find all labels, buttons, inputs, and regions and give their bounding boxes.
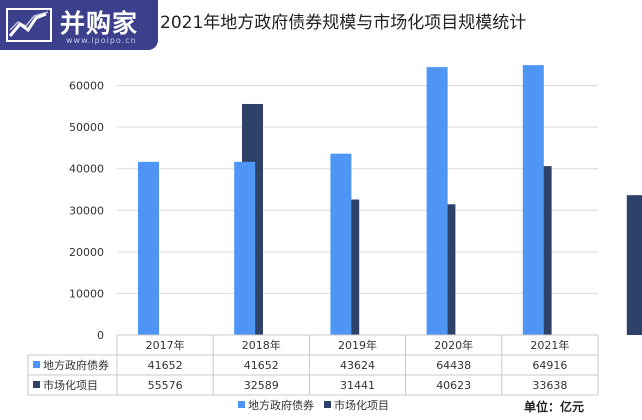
bar-地方政府债券-2020年: [426, 67, 448, 335]
bar-地方政府债券-2018年: [234, 161, 256, 335]
unit-note: 单位：亿元: [524, 400, 585, 414]
chart-trend-icon: [6, 8, 52, 42]
data-label: 33638: [532, 379, 567, 392]
x-tick-label: 2019年: [338, 338, 377, 352]
watermark-text: 并购家: [60, 9, 139, 38]
data-label: 43624: [340, 359, 375, 372]
x-tick-label: 2018年: [242, 338, 281, 352]
y-tick-label: 60000: [69, 80, 104, 93]
x-tick-label: 2020年: [434, 338, 473, 352]
legend-label: 地方政府债券: [248, 398, 314, 412]
bar-地方政府债券-2017年: [138, 161, 159, 335]
y-tick-label: 40000: [69, 163, 104, 176]
legend-label: 市场化项目: [334, 398, 389, 412]
x-tick-label: 2021年: [530, 338, 569, 352]
data-label: 40623: [436, 379, 471, 392]
data-label: 32589: [244, 379, 279, 392]
data-label: 55576: [148, 379, 183, 392]
data-label: 31441: [340, 379, 375, 392]
data-label: 41652: [148, 359, 183, 372]
legend-key: [324, 401, 331, 408]
watermark-url: www.ipoipo.cn: [66, 36, 137, 45]
legend-key: [238, 401, 245, 408]
table-legend-key: [33, 381, 40, 388]
table-legend-key: [33, 361, 40, 368]
table-series-label: 市场化项目: [43, 378, 98, 392]
y-tick-label: 0: [97, 329, 104, 342]
table-series-label: 地方政府债券: [43, 358, 109, 372]
bars: [138, 65, 642, 335]
y-tick-label: 20000: [69, 246, 104, 259]
chart-title: 2021年地方政府债券规模与市场化项目规模统计: [160, 13, 527, 33]
bar-地方政府债券-2021年: [522, 65, 544, 335]
y-tick-label: 30000: [69, 204, 104, 217]
legend: 地方政府债券 市场化项目: [238, 398, 389, 412]
y-axis-ticks: 0 10000 20000 30000 40000 50000 60000: [69, 80, 104, 342]
data-table: 2017年 2018年 2019年 2020年 2021年地方政府债券 41652 4165…: [27, 334, 599, 396]
x-tick-label: 2017年: [146, 338, 185, 352]
watermark-logo: 并购家 www.ipoipo.cn: [0, 0, 158, 50]
y-tick-label: 50000: [69, 121, 104, 134]
bar-地方政府债券-2019年: [330, 153, 352, 335]
data-label: 64438: [436, 359, 471, 372]
data-label: 64916: [532, 359, 567, 372]
bar-市场化项目-2021年: [626, 195, 642, 335]
data-label: 41652: [244, 359, 279, 372]
y-tick-label: 10000: [69, 287, 104, 300]
